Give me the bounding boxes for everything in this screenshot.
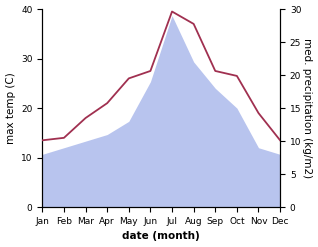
Y-axis label: med. precipitation (kg/m2): med. precipitation (kg/m2) [302, 38, 313, 178]
X-axis label: date (month): date (month) [122, 231, 200, 242]
Y-axis label: max temp (C): max temp (C) [5, 72, 16, 144]
